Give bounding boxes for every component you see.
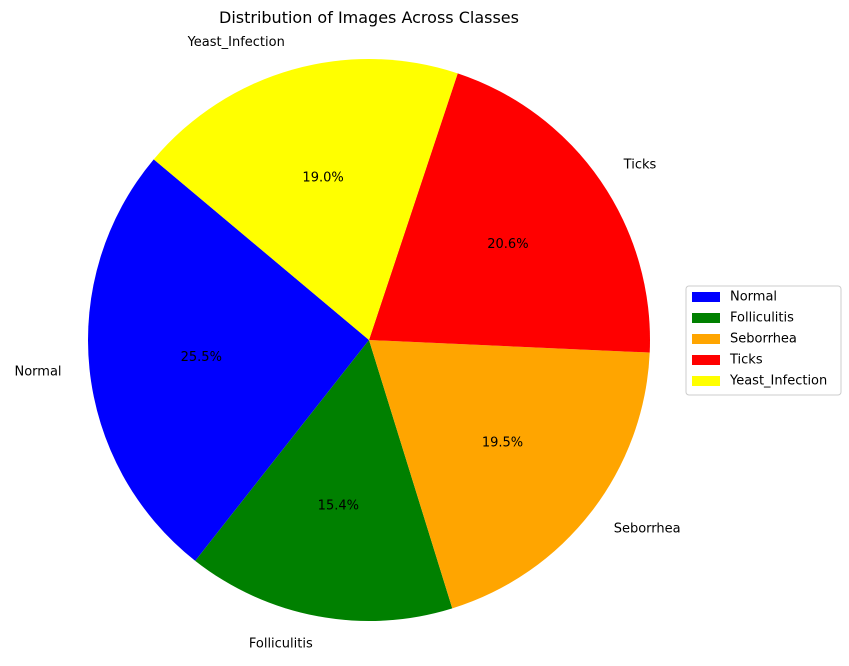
legend-label-ticks: Ticks [729, 353, 763, 368]
percent-label-ticks: 20.6% [487, 237, 528, 252]
pie-slice-normal [87, 159, 369, 561]
pie-slice-yeast-infection [153, 58, 458, 340]
legend-label-seborrhea: Seborrhea [730, 332, 797, 347]
legend-swatch-seborrhea [692, 334, 720, 344]
category-label-yeast-infection: Yeast_Infection [187, 35, 285, 50]
pie-slice-folliculitis [195, 340, 453, 621]
chart-title: Distribution of Images Across Classes [219, 8, 519, 27]
legend-swatch-normal [692, 292, 720, 302]
percent-label-normal: 25.5% [181, 350, 222, 365]
legend-label-yeast-infection: Yeast_Infection [729, 374, 827, 389]
legend: Normal Folliculitis Seborrhea Ticks Yeast_In… [685, 285, 842, 396]
category-labels: Normal Folliculitis Seborrhea Ticks Yeast_In… [14, 35, 680, 651]
pie-slice-ticks [369, 73, 650, 353]
legend-swatch-ticks [692, 355, 720, 365]
category-label-seborrhea: Seborrhea [614, 521, 681, 536]
legend-label-normal: Normal [730, 290, 777, 305]
category-label-ticks: Ticks [623, 157, 657, 172]
percent-label-seborrhea: 19.5% [482, 436, 523, 451]
legend-swatch-folliculitis [692, 313, 720, 323]
percent-label-folliculitis: 15.4% [318, 498, 359, 513]
category-label-folliculitis: Folliculitis [249, 636, 313, 651]
legend-frame [685, 285, 842, 396]
percent-labels: 25.5% 15.4% 19.5% 20.6% 19.0% [181, 170, 529, 513]
category-label-normal: Normal [14, 364, 61, 379]
pie-slice-seborrhea [369, 340, 650, 609]
percent-label-yeast-infection: 19.0% [302, 170, 343, 185]
pie-slices [87, 58, 650, 621]
legend-label-folliculitis: Folliculitis [730, 311, 794, 326]
legend-swatch-yeast-infection [692, 376, 720, 386]
